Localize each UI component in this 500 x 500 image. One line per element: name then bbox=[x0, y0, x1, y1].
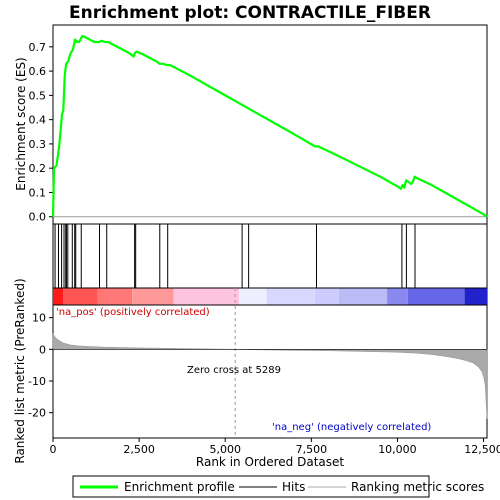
es-y-tick-label: 0.0 bbox=[29, 211, 47, 224]
metric-y-axis-label: Ranked list metric (PreRanked) bbox=[13, 278, 27, 463]
metric-y-tick-label: 0 bbox=[39, 343, 46, 356]
es-panel-frame bbox=[52, 24, 488, 225]
legend: Enrichment profile Hits Ranking metric s… bbox=[72, 475, 484, 498]
legend-label-enrichment: Enrichment profile bbox=[124, 480, 235, 494]
x-tick-label: 12,500 bbox=[464, 443, 500, 456]
es-y-tick-label: 0.3 bbox=[29, 138, 47, 151]
es-y-tick-label: 0.6 bbox=[29, 65, 47, 78]
rank-x-axis: 0 2,500 5,000 7,500 10,000 12,500 bbox=[50, 438, 500, 456]
metric-y-axis: 10 0 -10 -20 bbox=[28, 312, 53, 420]
chart-title: Enrichment plot: CONTRACTILE_FIBER bbox=[69, 3, 431, 23]
metric-y-tick-label: 10 bbox=[32, 312, 46, 325]
es-y-axis: 0.0 0.1 0.2 0.3 0.4 0.5 0.6 0.7 bbox=[29, 41, 53, 224]
na-neg-annotation: 'na_neg' (negatively correlated) bbox=[272, 422, 431, 433]
heatmap-band bbox=[97, 288, 133, 305]
legend-label-metric: Ranking metric scores bbox=[351, 480, 484, 494]
x-tick-label: 2,500 bbox=[123, 443, 155, 456]
na-pos-annotation: 'na_pos' (positively correlated) bbox=[56, 307, 210, 318]
es-profile bbox=[51, 34, 488, 218]
es-y-tick-label: 0.5 bbox=[29, 89, 47, 102]
ranked-metric-area bbox=[52, 333, 488, 420]
heatmap-band bbox=[53, 288, 64, 305]
x-tick-label: 7,500 bbox=[296, 443, 328, 456]
heatmap-band bbox=[387, 288, 408, 305]
heatmap-band bbox=[338, 288, 388, 305]
es-y-tick-label: 0.1 bbox=[29, 186, 47, 199]
es-y-tick-label: 0.4 bbox=[29, 114, 47, 127]
es-y-tick-label: 0.2 bbox=[29, 162, 47, 175]
heatmap-band bbox=[239, 288, 267, 305]
heatmap-band bbox=[173, 288, 239, 305]
heatmap-band bbox=[407, 288, 465, 305]
metric-area-series bbox=[52, 333, 488, 420]
es-y-axis-label: Enrichment score (ES) bbox=[14, 57, 28, 190]
x-tick-label: 0 bbox=[50, 443, 57, 456]
heatmap-band bbox=[132, 288, 174, 305]
legend-label-hits: Hits bbox=[282, 480, 305, 494]
heatmap-band bbox=[314, 288, 339, 305]
x-tick-label: 5,000 bbox=[209, 443, 241, 456]
heatmap-band bbox=[464, 288, 487, 305]
x-axis-label: Rank in Ordered Dataset bbox=[196, 455, 344, 469]
metric-y-tick-label: -20 bbox=[28, 407, 46, 420]
heatmap-band bbox=[63, 288, 98, 305]
metric-y-tick-label: -10 bbox=[28, 375, 46, 388]
hits-panel-frame bbox=[52, 223, 488, 289]
es-profile-series bbox=[51, 34, 488, 218]
es-y-tick-label: 0.7 bbox=[29, 41, 47, 54]
zero-cross-annotation: Zero cross at 5289 bbox=[187, 365, 281, 376]
heatmap-band bbox=[266, 288, 315, 305]
hit-markers bbox=[54, 224, 416, 288]
x-tick-label: 10,000 bbox=[378, 443, 417, 456]
rank-heatmap bbox=[53, 288, 487, 438]
